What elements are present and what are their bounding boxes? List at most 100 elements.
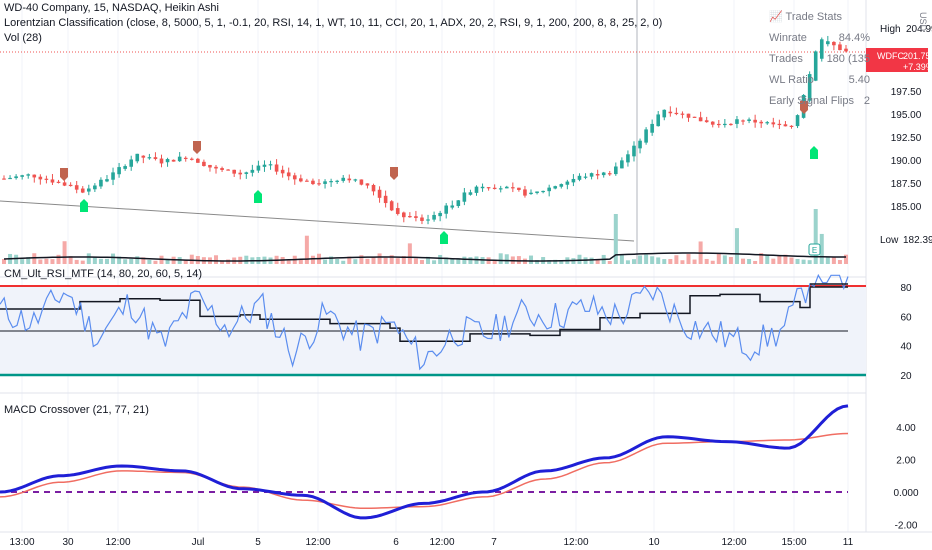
heikin-ashi-candles <box>2 35 848 225</box>
indicator-legend-volume[interactable]: Vol (28) <box>4 32 42 44</box>
volume-bar <box>710 260 715 264</box>
candle-body <box>159 158 164 164</box>
stat-key: WL Ratio <box>769 74 814 86</box>
volume-bar <box>68 256 73 264</box>
volume-bar <box>2 259 6 264</box>
candle-body <box>456 200 461 206</box>
candle-body <box>196 158 200 163</box>
price-scale[interactable]: 197.50 195.00 192.50 190.00 187.50 185.00 <box>891 87 922 213</box>
macd-scale[interactable]: 4.00 2.00 0.000 -2.00 <box>893 423 918 532</box>
volume-bar <box>189 254 194 264</box>
candle-body <box>238 172 243 175</box>
candle-body <box>117 167 121 175</box>
rsi-pane[interactable] <box>0 273 866 377</box>
candle-body <box>559 184 564 187</box>
time-tick-label: 11 <box>843 537 854 548</box>
volume-bar <box>547 260 552 264</box>
candle-body <box>214 166 218 169</box>
candle-body <box>383 195 388 204</box>
candle-body <box>541 190 545 193</box>
candle-body <box>220 168 224 170</box>
stat-value: 84.4% <box>838 32 870 44</box>
candle-body <box>498 188 503 190</box>
volume-bar <box>74 259 79 264</box>
price-tick-label: 185.00 <box>891 202 922 213</box>
candle-body <box>274 164 279 172</box>
earnings-marker[interactable]: E <box>808 243 821 256</box>
time-tick-label: 12:00 <box>305 537 330 548</box>
volume-bar <box>214 255 219 264</box>
indicator-legend-macd[interactable]: MACD Crossover (21, 77, 21) <box>4 404 149 416</box>
low-value: 182.39 <box>903 235 932 246</box>
candle-body <box>268 164 273 166</box>
volume-bar <box>304 235 309 264</box>
volume-bar <box>117 256 122 264</box>
candle-body <box>129 159 134 167</box>
candle-body <box>795 115 800 127</box>
low-badge: Low 182.39 <box>880 235 932 246</box>
volume-bar <box>220 260 225 264</box>
macd-pane[interactable] <box>0 404 849 520</box>
volume-bar <box>619 254 624 264</box>
candle-body <box>838 44 842 51</box>
candle-body <box>323 181 327 184</box>
volume-bar <box>819 233 824 264</box>
time-tick-label: 12:00 <box>429 537 454 548</box>
candle-body <box>147 157 152 159</box>
candle-body <box>474 186 479 193</box>
currency-label: USD <box>918 12 928 32</box>
trade-stats-row: WL Ratio 5.40 <box>760 70 878 91</box>
candle-body <box>535 191 539 194</box>
candle-body <box>414 216 418 218</box>
candle-body <box>177 156 182 162</box>
candle-body <box>523 189 527 196</box>
indicator-legend-lorentzian[interactable]: Lorentzian Classification (close, 8, 500… <box>4 17 663 29</box>
price-pane[interactable]: E <box>0 0 866 264</box>
candle-body <box>753 119 757 123</box>
candle-body <box>650 123 654 133</box>
candle-body <box>26 174 31 176</box>
volume-bar <box>516 256 521 264</box>
volume-bar <box>831 256 836 264</box>
price-tick-label: 197.50 <box>891 87 922 98</box>
macd-tick-label: 4.00 <box>896 423 916 434</box>
volume-bar <box>650 256 655 264</box>
candle-body <box>777 123 782 126</box>
volume-bar <box>20 259 25 264</box>
candle-body <box>365 183 370 186</box>
candle-body <box>735 119 739 124</box>
volume-bars <box>2 209 848 264</box>
candle-body <box>680 113 685 115</box>
chart-title[interactable]: WD-40 Company, 15, NASDAQ, Heikin Ashi <box>4 2 219 14</box>
volume-bar <box>80 260 85 264</box>
volume-bar <box>704 258 709 264</box>
candle-body <box>2 178 6 180</box>
candle-body <box>408 216 412 218</box>
signal-markers <box>60 101 818 244</box>
candle-body <box>783 124 788 127</box>
candle-body <box>244 172 249 174</box>
candle-body <box>698 117 703 122</box>
volume-bar <box>141 257 146 264</box>
macd-line <box>0 404 849 520</box>
time-tick-label: 6 <box>393 537 399 548</box>
candle-body <box>789 125 794 127</box>
volume-bar <box>26 257 31 264</box>
rsi-scale[interactable]: 80 60 40 20 <box>900 283 912 382</box>
trend-line[interactable] <box>0 200 635 242</box>
stat-key: Trades <box>769 53 803 65</box>
time-axis[interactable]: 13:00 30 12:00 Jul 5 12:00 6 12:00 7 12:00 10 12:00… <box>9 537 853 548</box>
volume-bar <box>595 259 600 264</box>
indicator-legend-rsi[interactable]: CM_Ult_RSI_MTF (14, 80, 20, 60, 5, 14) <box>4 268 203 280</box>
last-price-badge: WDFC 201.75 +7.39% <box>866 48 932 72</box>
candle-body <box>565 181 570 185</box>
candle-body <box>771 122 776 125</box>
volume-bar <box>662 259 667 264</box>
volume-bar <box>444 257 449 264</box>
candle-body <box>674 112 679 115</box>
candle-body <box>583 176 588 178</box>
macd-tick-label: -2.00 <box>895 521 918 532</box>
candle-body <box>547 187 551 192</box>
trade-stats-row: Winrate 84.4% <box>760 28 878 49</box>
